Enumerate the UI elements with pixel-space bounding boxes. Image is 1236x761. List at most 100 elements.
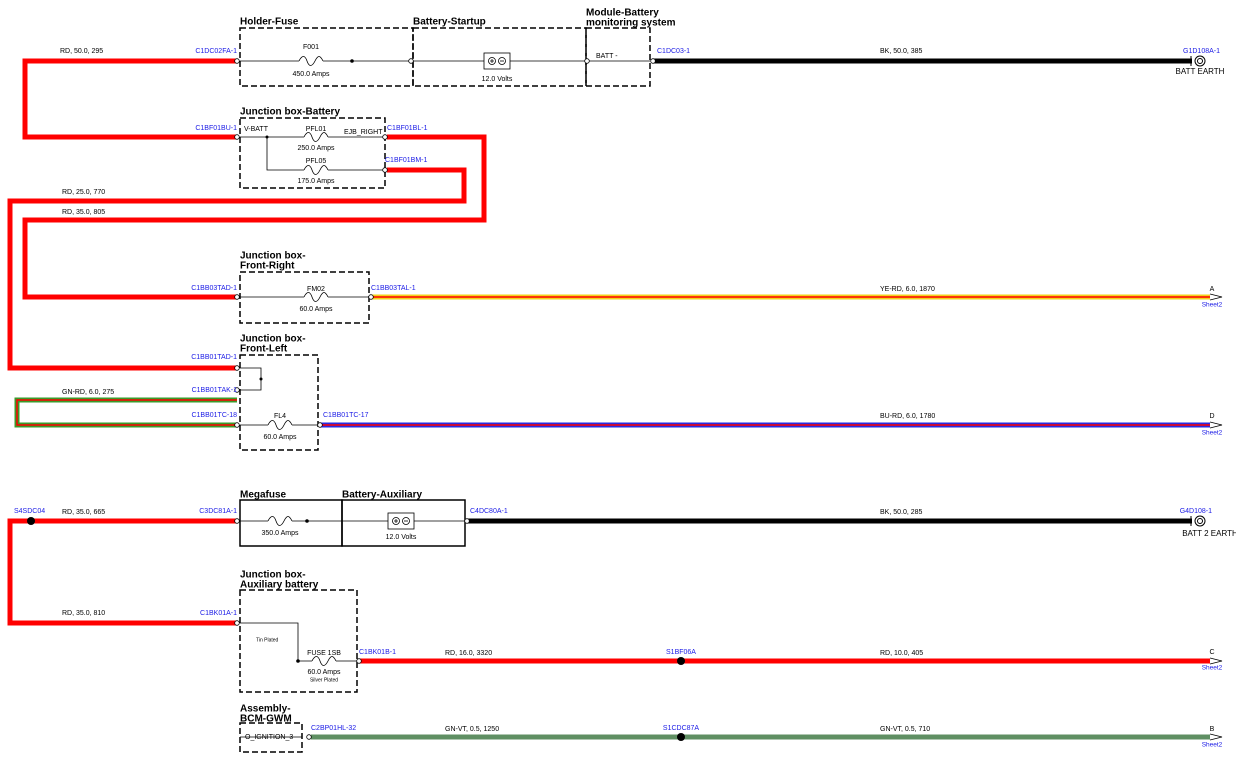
connector-label: C4DC80A-1 (470, 508, 508, 515)
component-label: F001 (303, 44, 319, 51)
fuse (267, 420, 293, 430)
fuse (303, 292, 329, 302)
wire-label: BK, 50.0, 385 (880, 48, 923, 55)
connector-label: C1BB01TAK-1 (192, 387, 237, 394)
component-label: 250.0 Amps (298, 145, 335, 152)
component-title: Battery-Auxiliary (342, 490, 422, 501)
component-label: PFL01 (306, 126, 327, 133)
component-label: 60.0 Amps (307, 669, 341, 676)
battery-pole (392, 517, 400, 525)
connector-label: C1BB01TAD-1 (191, 354, 237, 361)
ground (1197, 58, 1203, 64)
component-box (239, 589, 358, 693)
ground-label: BATT EARTH (1176, 67, 1225, 76)
component-label: 350.0 Amps (262, 530, 299, 537)
junction-dot (296, 659, 300, 663)
fuse-gap (304, 167, 328, 173)
battery-pole (498, 57, 506, 65)
pin (234, 518, 240, 524)
wire-label: RD, 25.0, 770 (62, 189, 105, 196)
splice (27, 517, 35, 525)
component-label: BATT - (596, 53, 618, 60)
connector-label: C1BK01B-1 (359, 649, 396, 656)
component-box (239, 354, 319, 451)
splice (677, 733, 685, 741)
battery-pole (402, 517, 410, 525)
pin (464, 518, 470, 524)
wire-label: RD, 10.0, 405 (880, 650, 923, 657)
component-title: Front-Left (240, 344, 288, 355)
pin (234, 387, 240, 393)
component-title: Junction box-Battery (240, 107, 340, 118)
connector-label: S1CDC87A (663, 725, 700, 732)
offpage-sheet: Sheet2 (1202, 742, 1223, 749)
pin (408, 58, 414, 64)
component-title: Front-Right (240, 261, 295, 272)
battery (387, 512, 415, 530)
connector-label: C3DC81A-1 (199, 508, 237, 515)
connector-label: S1BF06A (666, 649, 696, 656)
component-title: Junction box- (240, 251, 306, 262)
pin (356, 658, 362, 664)
connector-label: C1BB03TAL-1 (371, 285, 416, 292)
component-box (341, 499, 466, 547)
pin (234, 294, 240, 300)
component-title: Junction box- (240, 570, 306, 581)
pin (650, 58, 656, 64)
fuse-gap (304, 294, 328, 300)
fuse-gap (268, 518, 292, 524)
component-label: 12.0 Volts (482, 76, 513, 83)
ground (1194, 515, 1206, 527)
connector-label: C1DC03-1 (657, 48, 690, 55)
pin (306, 734, 312, 740)
component-box (239, 722, 303, 753)
fuse-gap (304, 134, 328, 140)
fuse (311, 656, 337, 666)
component-title: Assembly- (240, 704, 291, 715)
component-title: BCM-GWM (240, 714, 292, 725)
component-title: Holder-Fuse (240, 17, 299, 28)
pin (382, 134, 388, 140)
connector-label: C1BB01TC-18 (191, 412, 237, 419)
wire-label: GN-RD, 6.0, 275 (62, 389, 114, 396)
ground (1194, 55, 1206, 67)
component-label: FM02 (307, 286, 325, 293)
component-box (239, 117, 386, 189)
offpage-letter: A (1210, 286, 1215, 293)
wire-label: BU-RD, 6.0, 1780 (880, 413, 935, 420)
component-label: FL4 (274, 413, 286, 420)
ground-label: BATT 2 EARTH (1182, 529, 1236, 538)
battery-sign (490, 59, 494, 63)
splice (677, 657, 685, 665)
offpage-letter: C (1209, 649, 1214, 656)
wire-label: RD, 50.0, 295 (60, 48, 103, 55)
wire (7, 518, 237, 626)
offpage-sheet: Sheet2 (1202, 430, 1223, 437)
component-label: 175.0 Amps (298, 178, 335, 185)
component-label: PFL05 (306, 158, 327, 165)
offpage-arrow (1209, 733, 1223, 741)
pin (584, 58, 590, 64)
battery-pole (488, 57, 496, 65)
component-label: 450.0 Amps (293, 71, 330, 78)
wire-label: RD, 16.0, 3320 (445, 650, 492, 657)
fuse (298, 56, 324, 66)
wire (16, 399, 237, 426)
wire-label: RD, 35.0, 810 (62, 610, 105, 617)
component-title: Battery-Startup (413, 17, 486, 28)
pin (234, 134, 240, 140)
wire-label: GN-VT, 0.5, 710 (880, 726, 930, 733)
connector-label: C1BF01BL-1 (387, 125, 428, 132)
connector-label: G1D108A-1 (1183, 48, 1220, 55)
component-label: 12.0 Volts (386, 534, 417, 541)
connector-label: C1DC02FA-1 (195, 48, 237, 55)
connector-label: G4D108-1 (1180, 508, 1212, 515)
component-label: EJB_RIGHT (344, 129, 383, 136)
component-label: FUSE 1SB (307, 650, 341, 657)
pin (317, 422, 323, 428)
wire-label: YE-RD, 6.0, 1870 (880, 286, 935, 293)
component-title: monitoring system (586, 18, 676, 29)
fuse (267, 516, 293, 526)
offpage-arrow (1209, 657, 1223, 665)
